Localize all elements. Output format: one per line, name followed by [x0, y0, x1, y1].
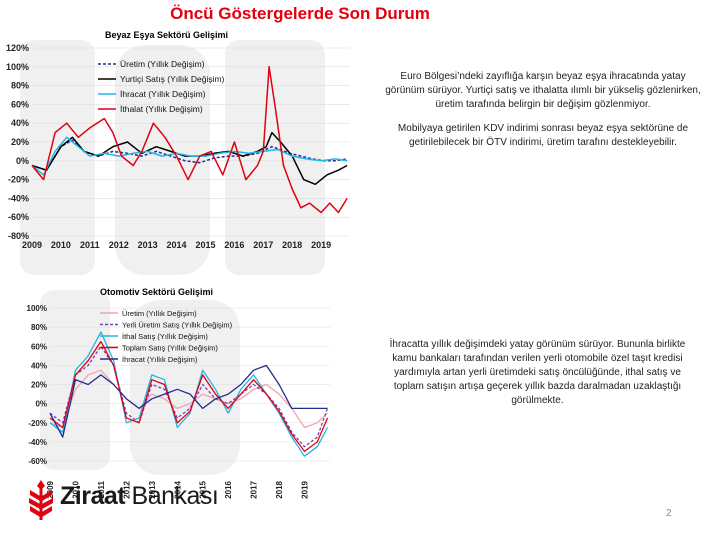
- chart1-y-tick: 40%: [11, 118, 29, 128]
- chart1-title: Beyaz Eşya Sektörü Gelişimi: [105, 30, 229, 40]
- chart2-x-tick: 2010: [71, 480, 80, 498]
- ziraat-logo: Ziraat Bankası: [26, 478, 226, 524]
- chart2-x-tick: 2018: [275, 480, 284, 498]
- chart1-x-tick: 2018: [282, 240, 302, 250]
- chart2-automotive: 100% 80% 60% 40% 20% 0% -20% -40% -60% 2009 2010 20…: [27, 304, 330, 499]
- chart2-x-tick: 2013: [148, 480, 157, 498]
- white-goods-commentary: Euro Bölgesi’ndeki zayıflığa karşın beya…: [383, 70, 703, 160]
- chart2-series-line-4: [49, 340, 329, 453]
- chart1-x-tick: 2009: [22, 240, 42, 250]
- chart2-y-tick: 20%: [31, 381, 47, 390]
- chart1-y-tick: -40%: [8, 193, 29, 203]
- chart2-y-tick: 40%: [31, 361, 47, 370]
- chart2-legend-label: İthal Satış (Yıllık Değişim): [122, 332, 208, 341]
- chart2-y-tick: -60%: [28, 457, 47, 466]
- chart2-y-tick: 100%: [27, 304, 47, 313]
- automotive-paragraph-1: İhracatta yıllık değişimdeki yatay görün…: [389, 339, 686, 406]
- chart2-x-tick: 2009: [46, 480, 55, 498]
- white-goods-paragraph-2: Mobilyaya getirilen KDV indirimi sonrası…: [397, 123, 689, 148]
- chart2-x-tick: 2017: [250, 480, 259, 498]
- chart2-legend-label: Üretim (Yıllık Değişim): [122, 309, 197, 318]
- chart2-x-tick: 2012: [122, 480, 131, 498]
- wheat-logo-icon: [29, 480, 53, 520]
- chart1-series-line-2: [31, 131, 348, 186]
- chart1-y-tick: 20%: [11, 137, 29, 147]
- chart1-x-tick: 2015: [195, 240, 215, 250]
- chart2-series-line-3: [49, 331, 329, 457]
- chart2-legend-label: İhracat (Yıllık Değişim): [122, 355, 198, 364]
- chart2-series-line-1: [49, 369, 328, 429]
- chart2-series-line-2: [49, 345, 329, 448]
- chart1-y-tick: -20%: [8, 175, 29, 185]
- chart1-y-tick: -80%: [8, 231, 29, 241]
- chart1-x-tick: 2014: [167, 240, 187, 250]
- chart1-x-tick: 2012: [109, 240, 129, 250]
- chart2-y-tick: -40%: [28, 438, 47, 447]
- chart1-y-tick: 0%: [16, 156, 29, 166]
- background-shape-2: [115, 45, 210, 275]
- automotive-commentary: İhracatta yıllık değişimdeki yatay görün…: [385, 338, 690, 418]
- logo-text-regular: Bankası: [125, 482, 219, 510]
- chart1-series-line-4: [31, 66, 348, 214]
- chart1-legend-label: İhracat (Yıllık Değişim): [120, 89, 206, 99]
- chart2-y-tick: -20%: [28, 419, 47, 428]
- chart1-x-tick: 2019: [311, 240, 331, 250]
- chart1-x-tick: 2013: [138, 240, 158, 250]
- chart2-series-line-5: [49, 364, 328, 438]
- chart2-x-tick: 2015: [199, 480, 208, 498]
- chart1-legend-label: Yurtiçi Satış (Yıllık Değişim): [120, 74, 225, 84]
- chart1-legend-label: İthalat (Yıllık Değişim): [120, 104, 203, 114]
- chart1-x-tick: 2017: [253, 240, 273, 250]
- logo-text-bold: Ziraat: [60, 482, 126, 510]
- chart1-x-tick: 2016: [224, 240, 244, 250]
- chart2-y-tick: 80%: [31, 323, 47, 332]
- white-goods-paragraph-1: Euro Bölgesi’ndeki zayıflığa karşın beya…: [385, 71, 701, 110]
- chart2-legend-label: Toplam Satış (Yıllık Değişim): [122, 344, 218, 353]
- chart1-x-tick: 2010: [51, 240, 71, 250]
- chart2-x-tick: 2016: [224, 480, 233, 498]
- logo-text: Ziraat Bankası: [60, 482, 219, 511]
- chart2-y-tick: 0%: [35, 400, 47, 409]
- chart1-y-tick: 100%: [6, 62, 29, 72]
- chart1-y-tick: 120%: [6, 43, 29, 53]
- page-title: Öncü Göstergelerde Son Durum: [170, 4, 430, 23]
- chart2-y-tick: 60%: [31, 342, 47, 351]
- chart2-x-tick: 2014: [173, 480, 182, 498]
- chart1-x-tick: 2011: [80, 240, 100, 250]
- chart1-y-tick: 60%: [11, 99, 29, 109]
- chart2-legend-label: Yerli Üretim Satış (Yıllık Değişim): [122, 321, 233, 330]
- chart1-legend-label: Üretim (Yıllık Değişim): [120, 59, 205, 69]
- chart1-y-tick: -60%: [8, 212, 29, 222]
- chart2-title: Otomotiv Sektörü Gelişimi: [100, 287, 214, 297]
- chart2-x-tick: 2019: [301, 480, 310, 498]
- chart2-x-tick: 2011: [97, 480, 106, 498]
- page-number: 2: [666, 508, 672, 519]
- chart1-series-line-3: [31, 136, 348, 176]
- chart1-white-goods: 120%100%80%60%40%20%0%-20%-40%-60%-80%20…: [6, 43, 350, 250]
- chart1-y-tick: 80%: [11, 81, 29, 91]
